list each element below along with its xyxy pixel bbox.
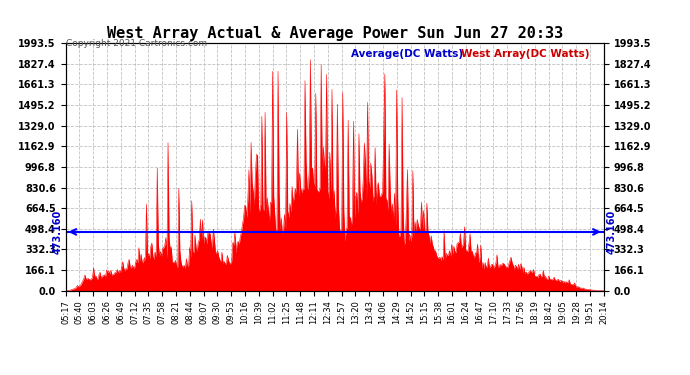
Text: Average(DC Watts): Average(DC Watts) [351,50,463,59]
Text: West Array(DC Watts): West Array(DC Watts) [461,50,590,59]
Text: 473.160: 473.160 [53,210,63,254]
Text: 473.160: 473.160 [607,210,616,254]
Title: West Array Actual & Average Power Sun Jun 27 20:33: West Array Actual & Average Power Sun Ju… [106,26,563,40]
Text: Copyright 2021 Cartronics.com: Copyright 2021 Cartronics.com [66,39,207,48]
